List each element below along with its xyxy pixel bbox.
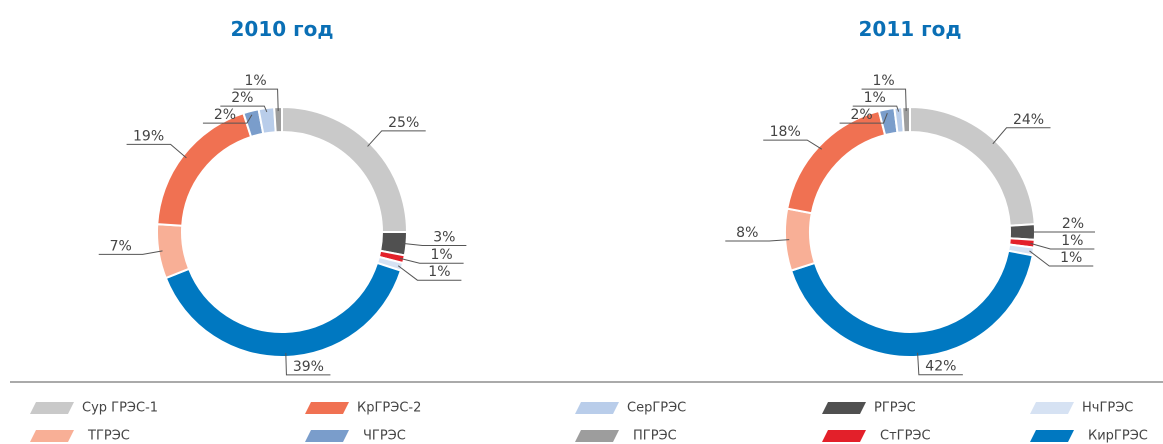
leader-line	[839, 112, 888, 124]
donut-slice	[786, 109, 887, 215]
legend-label: СерГРЭС	[627, 401, 686, 416]
leader-line	[399, 257, 464, 264]
leader-line	[285, 352, 331, 376]
leader-line	[852, 105, 900, 112]
legend-label: РГРЭС	[874, 401, 916, 416]
leader-line	[202, 114, 253, 124]
data-label: 1%	[1061, 233, 1083, 249]
data-label: 1%	[430, 247, 452, 263]
donut-slice	[784, 207, 817, 272]
legend-label: ЧГРЭС	[363, 429, 406, 444]
leader-line	[725, 239, 790, 242]
legend-label: ПГРЭС	[633, 429, 677, 444]
legend-label: Сур ГРЭС-1	[82, 401, 158, 416]
legend-swatch	[1030, 430, 1074, 442]
data-label: 1%	[872, 73, 894, 89]
legend-label: СтГРЭС	[880, 429, 931, 444]
leader-line	[233, 88, 279, 112]
data-label: 24%	[1013, 112, 1044, 128]
donut-slice	[273, 105, 283, 134]
leader-line	[917, 352, 963, 376]
donut-slice	[156, 111, 253, 227]
legend-label: НчГРЭС	[1082, 401, 1133, 416]
leader-line	[1030, 242, 1095, 250]
data-label: 2%	[231, 90, 253, 106]
legend-swatch	[305, 402, 349, 414]
data-label: 25%	[388, 115, 419, 131]
donut-slice	[164, 261, 403, 358]
legend-swatch	[305, 430, 349, 442]
legend-swatch	[822, 402, 866, 414]
data-label: 3%	[433, 229, 455, 245]
data-label: 7%	[110, 238, 132, 254]
data-label: 8%	[736, 225, 758, 241]
data-label: 2%	[214, 107, 236, 123]
data-label: 19%	[133, 128, 164, 144]
data-label: 1%	[244, 73, 266, 89]
data-label: 1%	[1060, 250, 1082, 266]
legend-swatch	[30, 430, 74, 442]
data-label: 39%	[293, 359, 324, 375]
legend-label: КирГРЭС	[1088, 429, 1148, 444]
leader-line	[402, 242, 467, 246]
legend-swatch	[575, 402, 619, 414]
data-label: 1%	[428, 264, 450, 280]
leader-line	[861, 88, 907, 112]
data-label: 18%	[770, 124, 801, 140]
leader-line	[220, 105, 268, 113]
leader-line	[126, 143, 187, 159]
legend-swatch	[30, 402, 74, 414]
data-label: 2%	[1062, 216, 1084, 232]
leader-line	[1029, 250, 1094, 267]
chart-title: 2011 год	[859, 17, 962, 41]
data-label: 2%	[850, 107, 872, 123]
leader-line	[367, 130, 426, 147]
data-label: 42%	[925, 359, 956, 375]
donut-slice	[789, 249, 1034, 359]
legend-swatch	[822, 430, 866, 442]
leader-line	[992, 127, 1051, 145]
leader-line	[763, 139, 823, 150]
legend-swatch	[575, 430, 619, 442]
legend-label: КрГРЭС-2	[357, 401, 421, 416]
legend-swatch	[1030, 402, 1074, 414]
chart-title: 2010 год	[231, 17, 334, 41]
leader-line	[98, 250, 163, 255]
data-label: 1%	[864, 90, 886, 106]
leader-line	[397, 265, 462, 281]
legend-label: ТГРЭС	[87, 429, 130, 444]
donut-slice	[901, 105, 911, 134]
